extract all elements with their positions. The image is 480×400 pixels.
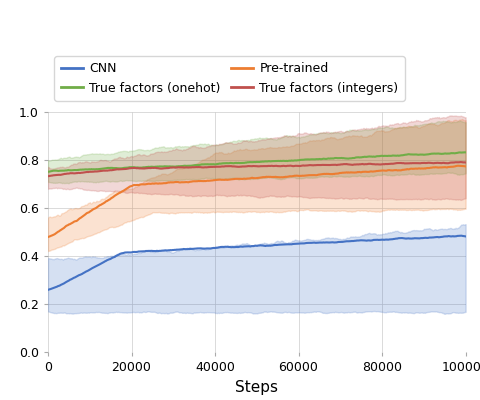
X-axis label: Steps: Steps xyxy=(235,380,278,394)
Legend: CNN, True factors (onehot), Pre-trained, True factors (integers): CNN, True factors (onehot), Pre-trained,… xyxy=(54,56,405,101)
